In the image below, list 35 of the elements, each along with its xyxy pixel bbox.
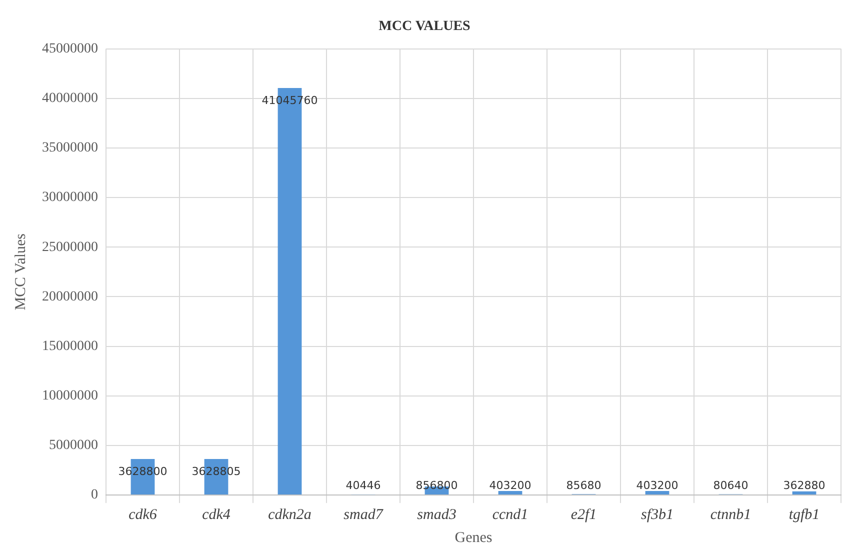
y-tick-label: 45000000 [42, 41, 98, 56]
x-tick-label: e2f1 [570, 506, 597, 523]
y-tick-label: 25000000 [42, 240, 98, 255]
data-label: 85680 [566, 479, 602, 492]
bar [498, 491, 522, 494]
y-tick-label: 15000000 [42, 338, 98, 354]
x-tick-label: cdk4 [202, 506, 231, 523]
x-axis-title: Genes [454, 530, 492, 546]
x-tick-label: ctnnb1 [710, 506, 752, 523]
data-label: 403200 [636, 479, 678, 492]
y-tick-label: 5000000 [49, 438, 98, 454]
x-tick-label: cdk6 [128, 506, 158, 523]
data-label: 403200 [489, 479, 532, 492]
data-label: 362880 [783, 479, 826, 492]
y-tick-label: 0 [91, 488, 98, 503]
x-tick-label: smad7 [344, 506, 384, 523]
y-tick-label: 40000000 [42, 91, 98, 106]
data-label: 856800 [416, 479, 458, 492]
x-tick-label: ccnd1 [492, 506, 528, 523]
y-axis-title: MCC Values [12, 233, 29, 310]
x-tick-label: smad3 [417, 506, 456, 523]
data-label: 3628800 [118, 465, 168, 478]
y-tick-label: 30000000 [42, 190, 98, 206]
x-tick-label: sf3b1 [640, 506, 674, 523]
data-label: 40446 [346, 479, 381, 492]
data-label: 3628805 [192, 465, 241, 478]
bar [645, 491, 670, 494]
y-tick-label: 10000000 [42, 388, 98, 404]
data-label: 80640 [713, 479, 748, 492]
bar [792, 491, 816, 494]
x-tick-label: cdkn2a [268, 506, 312, 523]
x-tick-label: tgfb1 [788, 506, 820, 523]
chart-title: MCC VALUES [378, 19, 471, 34]
y-tick-label: 20000000 [42, 289, 98, 304]
y-tick-label: 35000000 [42, 140, 98, 156]
